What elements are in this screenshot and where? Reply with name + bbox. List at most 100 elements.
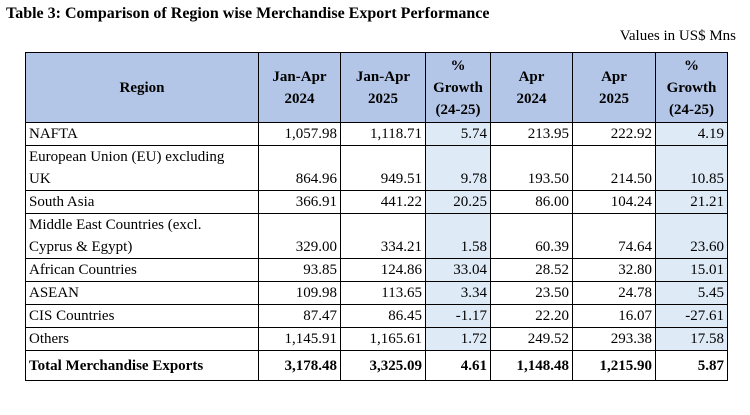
- region-cell: European Union (EU) excluding UK: [25, 145, 259, 191]
- value-cell: 193.50: [490, 145, 573, 191]
- value-cell: 16.07: [572, 304, 656, 328]
- header-cell: Jan-Apr 2024: [258, 52, 341, 123]
- header-line: 2024: [516, 90, 547, 107]
- region-cell: African Countries: [25, 258, 259, 282]
- value-cell: 249.52: [490, 327, 573, 351]
- value-cell: 214.50: [572, 145, 656, 191]
- value-cell: 3,325.09: [340, 350, 426, 381]
- region-cell: Others: [25, 327, 259, 351]
- header-cell: % Growth (24-25): [425, 52, 491, 123]
- value-cell: 104.24: [572, 190, 656, 214]
- value-cell: 109.98: [258, 281, 341, 305]
- header-line: 2025: [599, 90, 629, 107]
- table-row: NAFTA 1,057.98 1,118.71 5.74 213.95 222.92 4.1…: [25, 122, 728, 146]
- table-body: NAFTA 1,057.98 1,118.71 5.74 213.95 222.92 4.1…: [25, 122, 728, 381]
- value-cell: 28.52: [490, 258, 573, 282]
- table-title: Table 3: Comparison of Region wise Merch…: [6, 5, 490, 22]
- value-cell: 23.60: [655, 213, 728, 259]
- value-cell: 32.80: [572, 258, 656, 282]
- value-cell: 334.21: [340, 213, 426, 259]
- value-cell: 366.91: [258, 190, 341, 214]
- value-cell: 93.85: [258, 258, 341, 282]
- value-cell: 1,215.90: [572, 350, 656, 381]
- header-line: (24-25): [669, 101, 714, 118]
- table-row: CIS Countries 87.47 86.45 -1.17 22.20 16.07 -2…: [25, 304, 728, 328]
- value-cell: 1,057.98: [258, 122, 341, 146]
- value-cell: 4.61: [425, 350, 491, 381]
- header-cell: % Growth (24-25): [655, 52, 728, 123]
- value-cell: -27.61: [655, 304, 728, 328]
- value-cell: 864.96: [258, 145, 341, 191]
- header-cell: Region: [25, 52, 259, 123]
- value-cell: 1.58: [425, 213, 491, 259]
- region-cell: ASEAN: [25, 281, 259, 305]
- table-row: African Countries 93.85 124.86 33.04 28.52 32…: [25, 258, 728, 282]
- value-cell: 22.20: [490, 304, 573, 328]
- value-cell: 33.04: [425, 258, 491, 282]
- header-cell: Jan-Apr 2025: [340, 52, 426, 123]
- region-cell: NAFTA: [25, 122, 259, 146]
- header-line: Jan-Apr: [272, 68, 327, 85]
- value-cell: 124.86: [340, 258, 426, 282]
- header-line: Growth: [433, 79, 483, 96]
- export-table: Region Jan-Apr 2024 Jan-Apr 2025% Growth (24-2…: [25, 52, 728, 381]
- value-cell: -1.17: [425, 304, 491, 328]
- value-cell: 5.74: [425, 122, 491, 146]
- header-line: Region: [119, 79, 165, 96]
- value-cell: 9.78: [425, 145, 491, 191]
- header-line: 2024: [284, 90, 315, 107]
- value-cell: 21.21: [655, 190, 728, 214]
- value-cell: 1,145.91: [258, 327, 341, 351]
- value-cell: 441.22: [340, 190, 426, 214]
- header-line: %: [684, 57, 699, 74]
- value-cell: 86.00: [490, 190, 573, 214]
- value-cell: 5.87: [655, 350, 728, 381]
- region-cell: Total Merchandise Exports: [25, 350, 259, 381]
- value-cell: 113.65: [340, 281, 426, 305]
- value-cell: 5.45: [655, 281, 728, 305]
- value-cell: 60.39: [490, 213, 573, 259]
- header-cell: Apr 2025: [572, 52, 656, 123]
- header-cell: Apr 2024: [490, 52, 573, 123]
- value-cell: 3.34: [425, 281, 491, 305]
- value-cell: 10.85: [655, 145, 728, 191]
- region-cell: Middle East Countries (excl. Cyprus & Eg…: [25, 213, 259, 259]
- value-cell: 1,118.71: [340, 122, 426, 146]
- table-row: South Asia 366.91 441.22 20.25 86.00 104.24 21…: [25, 190, 728, 214]
- header-line: 2025: [368, 90, 398, 107]
- header-line: Jan-Apr: [355, 68, 411, 85]
- region-cell: South Asia: [25, 190, 259, 214]
- value-cell: 213.95: [490, 122, 573, 146]
- value-cell: 1.72: [425, 327, 491, 351]
- value-cell: 15.01: [655, 258, 728, 282]
- unit-note: Values in US$ Mns: [619, 28, 736, 44]
- table-row: European Union (EU) excluding UK 864.96 94…: [25, 145, 728, 191]
- value-cell: 222.92: [572, 122, 656, 146]
- value-cell: 23.50: [490, 281, 573, 305]
- table-row: Others 1,145.91 1,165.61 1.72 249.52 293.38 17…: [25, 327, 728, 351]
- header-line: %: [450, 57, 466, 74]
- value-cell: 86.45: [340, 304, 426, 328]
- table-row: Middle East Countries (excl. Cyprus & Eg…: [25, 213, 728, 259]
- value-cell: 17.58: [655, 327, 728, 351]
- value-cell: 293.38: [572, 327, 656, 351]
- table-row: Total Merchandise Exports 3,178.48 3,325.0…: [25, 350, 728, 381]
- value-cell: 1,148.48: [490, 350, 573, 381]
- header-row: Region Jan-Apr 2024 Jan-Apr 2025% Growth (24-2…: [25, 52, 728, 123]
- header-line: Apr: [601, 68, 627, 85]
- header-line: Growth: [666, 79, 717, 96]
- value-cell: 1,165.61: [340, 327, 426, 351]
- value-cell: 24.78: [572, 281, 656, 305]
- table-row: ASEAN 109.98 113.65 3.34 23.50 24.78 5.45: [25, 281, 728, 305]
- region-cell: CIS Countries: [25, 304, 259, 328]
- header-line: (24-25): [435, 101, 481, 118]
- value-cell: 949.51: [340, 145, 426, 191]
- value-cell: 74.64: [572, 213, 656, 259]
- value-cell: 3,178.48: [258, 350, 341, 381]
- value-cell: 20.25: [425, 190, 491, 214]
- value-cell: 329.00: [258, 213, 341, 259]
- header-line: Apr: [518, 68, 545, 85]
- value-cell: 4.19: [655, 122, 728, 146]
- value-cell: 87.47: [258, 304, 341, 328]
